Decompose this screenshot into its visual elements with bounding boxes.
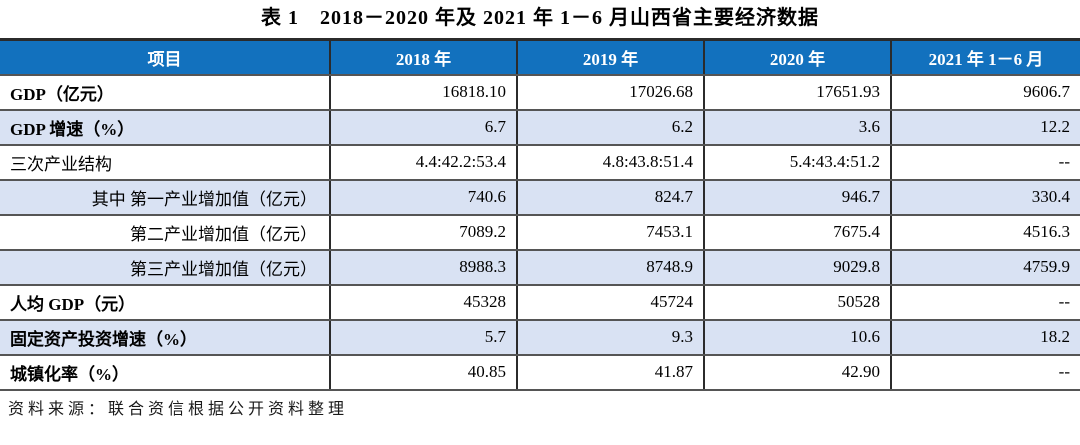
cell-value: 5.4:43.4:51.2 xyxy=(703,144,891,181)
column-header-item: 项目 xyxy=(0,39,330,76)
table-row-gdp-per-capita: 人均 GDP（元） 45328 45724 50528 -- xyxy=(0,284,1080,321)
table-row-gdp-growth: GDP 增速（%） 6.7 6.2 3.6 12.2 xyxy=(0,109,1080,146)
cell-value: 5.7 xyxy=(329,319,517,356)
cell-value: 6.7 xyxy=(329,109,517,146)
cell-value: 6.2 xyxy=(516,109,704,146)
cell-value: -- xyxy=(890,284,1080,321)
cell-value: 9.3 xyxy=(516,319,704,356)
cell-value: 9029.8 xyxy=(703,249,891,286)
cell-value: 18.2 xyxy=(890,319,1080,356)
row-label: 第三产业增加值（亿元） xyxy=(0,249,330,286)
cell-value: 4.4:42.2:53.4 xyxy=(329,144,517,181)
cell-value: 824.7 xyxy=(516,179,704,216)
row-label: 三次产业结构 xyxy=(0,144,330,181)
row-label: GDP 增速（%） xyxy=(0,109,330,146)
column-header-2020: 2020 年 xyxy=(703,39,891,76)
cell-value: 7453.1 xyxy=(516,214,704,251)
cell-value: 7675.4 xyxy=(703,214,891,251)
table-row-urbanization-rate: 城镇化率（%） 40.85 41.87 42.90 -- xyxy=(0,354,1080,391)
cell-value: 946.7 xyxy=(703,179,891,216)
cell-value: -- xyxy=(890,144,1080,181)
row-label: GDP（亿元） xyxy=(0,74,330,111)
source-note: 资料来源：联合资信根据公开资料整理 xyxy=(8,400,349,418)
cell-value: 10.6 xyxy=(703,319,891,356)
cell-value: 3.6 xyxy=(703,109,891,146)
cell-value: 17026.68 xyxy=(516,74,704,111)
table-row-industry-structure: 三次产业结构 4.4:42.2:53.4 4.8:43.8:51.4 5.4:4… xyxy=(0,144,1080,181)
row-label: 人均 GDP（元） xyxy=(0,284,330,321)
cell-value: 40.85 xyxy=(329,354,517,391)
cell-value: -- xyxy=(890,354,1080,391)
cell-value: 42.90 xyxy=(703,354,891,391)
table-row-tertiary-industry: 第三产业增加值（亿元） 8988.3 8748.9 9029.8 4759.9 xyxy=(0,249,1080,286)
column-header-2021h1: 2021 年 1－6 月 xyxy=(890,39,1080,76)
cell-value: 45724 xyxy=(516,284,704,321)
cell-value: 16818.10 xyxy=(329,74,517,111)
cell-value: 45328 xyxy=(329,284,517,321)
row-label: 固定资产投资增速（%） xyxy=(0,319,330,356)
cell-value: 12.2 xyxy=(890,109,1080,146)
table-header: 项目 2018 年 2019 年 2020 年 2021 年 1－6 月 xyxy=(0,39,1080,76)
column-header-2019: 2019 年 xyxy=(516,39,704,76)
cell-value: 4516.3 xyxy=(890,214,1080,251)
cell-value: 41.87 xyxy=(516,354,704,391)
cell-value: 330.4 xyxy=(890,179,1080,216)
cell-value: 7089.2 xyxy=(329,214,517,251)
table-row-gdp: GDP（亿元） 16818.10 17026.68 17651.93 9606.… xyxy=(0,74,1080,111)
cell-value: 9606.7 xyxy=(890,74,1080,111)
cell-value: 50528 xyxy=(703,284,891,321)
table-row-primary-industry: 其中 第一产业增加值（亿元） 740.6 824.7 946.7 330.4 xyxy=(0,179,1080,216)
cell-value: 17651.93 xyxy=(703,74,891,111)
row-label: 其中 第一产业增加值（亿元） xyxy=(0,179,330,216)
table-row-secondary-industry: 第二产业增加值（亿元） 7089.2 7453.1 7675.4 4516.3 xyxy=(0,214,1080,251)
economic-data-table: 项目 2018 年 2019 年 2020 年 2021 年 1－6 月 GDP… xyxy=(0,38,1080,391)
row-label: 第二产业增加值（亿元） xyxy=(0,214,330,251)
column-header-2018: 2018 年 xyxy=(329,39,517,76)
table-row-fixed-investment-growth: 固定资产投资增速（%） 5.7 9.3 10.6 18.2 xyxy=(0,319,1080,356)
cell-value: 8988.3 xyxy=(329,249,517,286)
header-row: 项目 2018 年 2019 年 2020 年 2021 年 1－6 月 xyxy=(0,39,1080,76)
table-title: 表 1 2018－2020 年及 2021 年 1－6 月山西省主要经济数据 xyxy=(261,7,819,29)
cell-value: 8748.9 xyxy=(516,249,704,286)
cell-value: 740.6 xyxy=(329,179,517,216)
cell-value: 4.8:43.8:51.4 xyxy=(516,144,704,181)
cell-value: 4759.9 xyxy=(890,249,1080,286)
row-label: 城镇化率（%） xyxy=(0,354,330,391)
